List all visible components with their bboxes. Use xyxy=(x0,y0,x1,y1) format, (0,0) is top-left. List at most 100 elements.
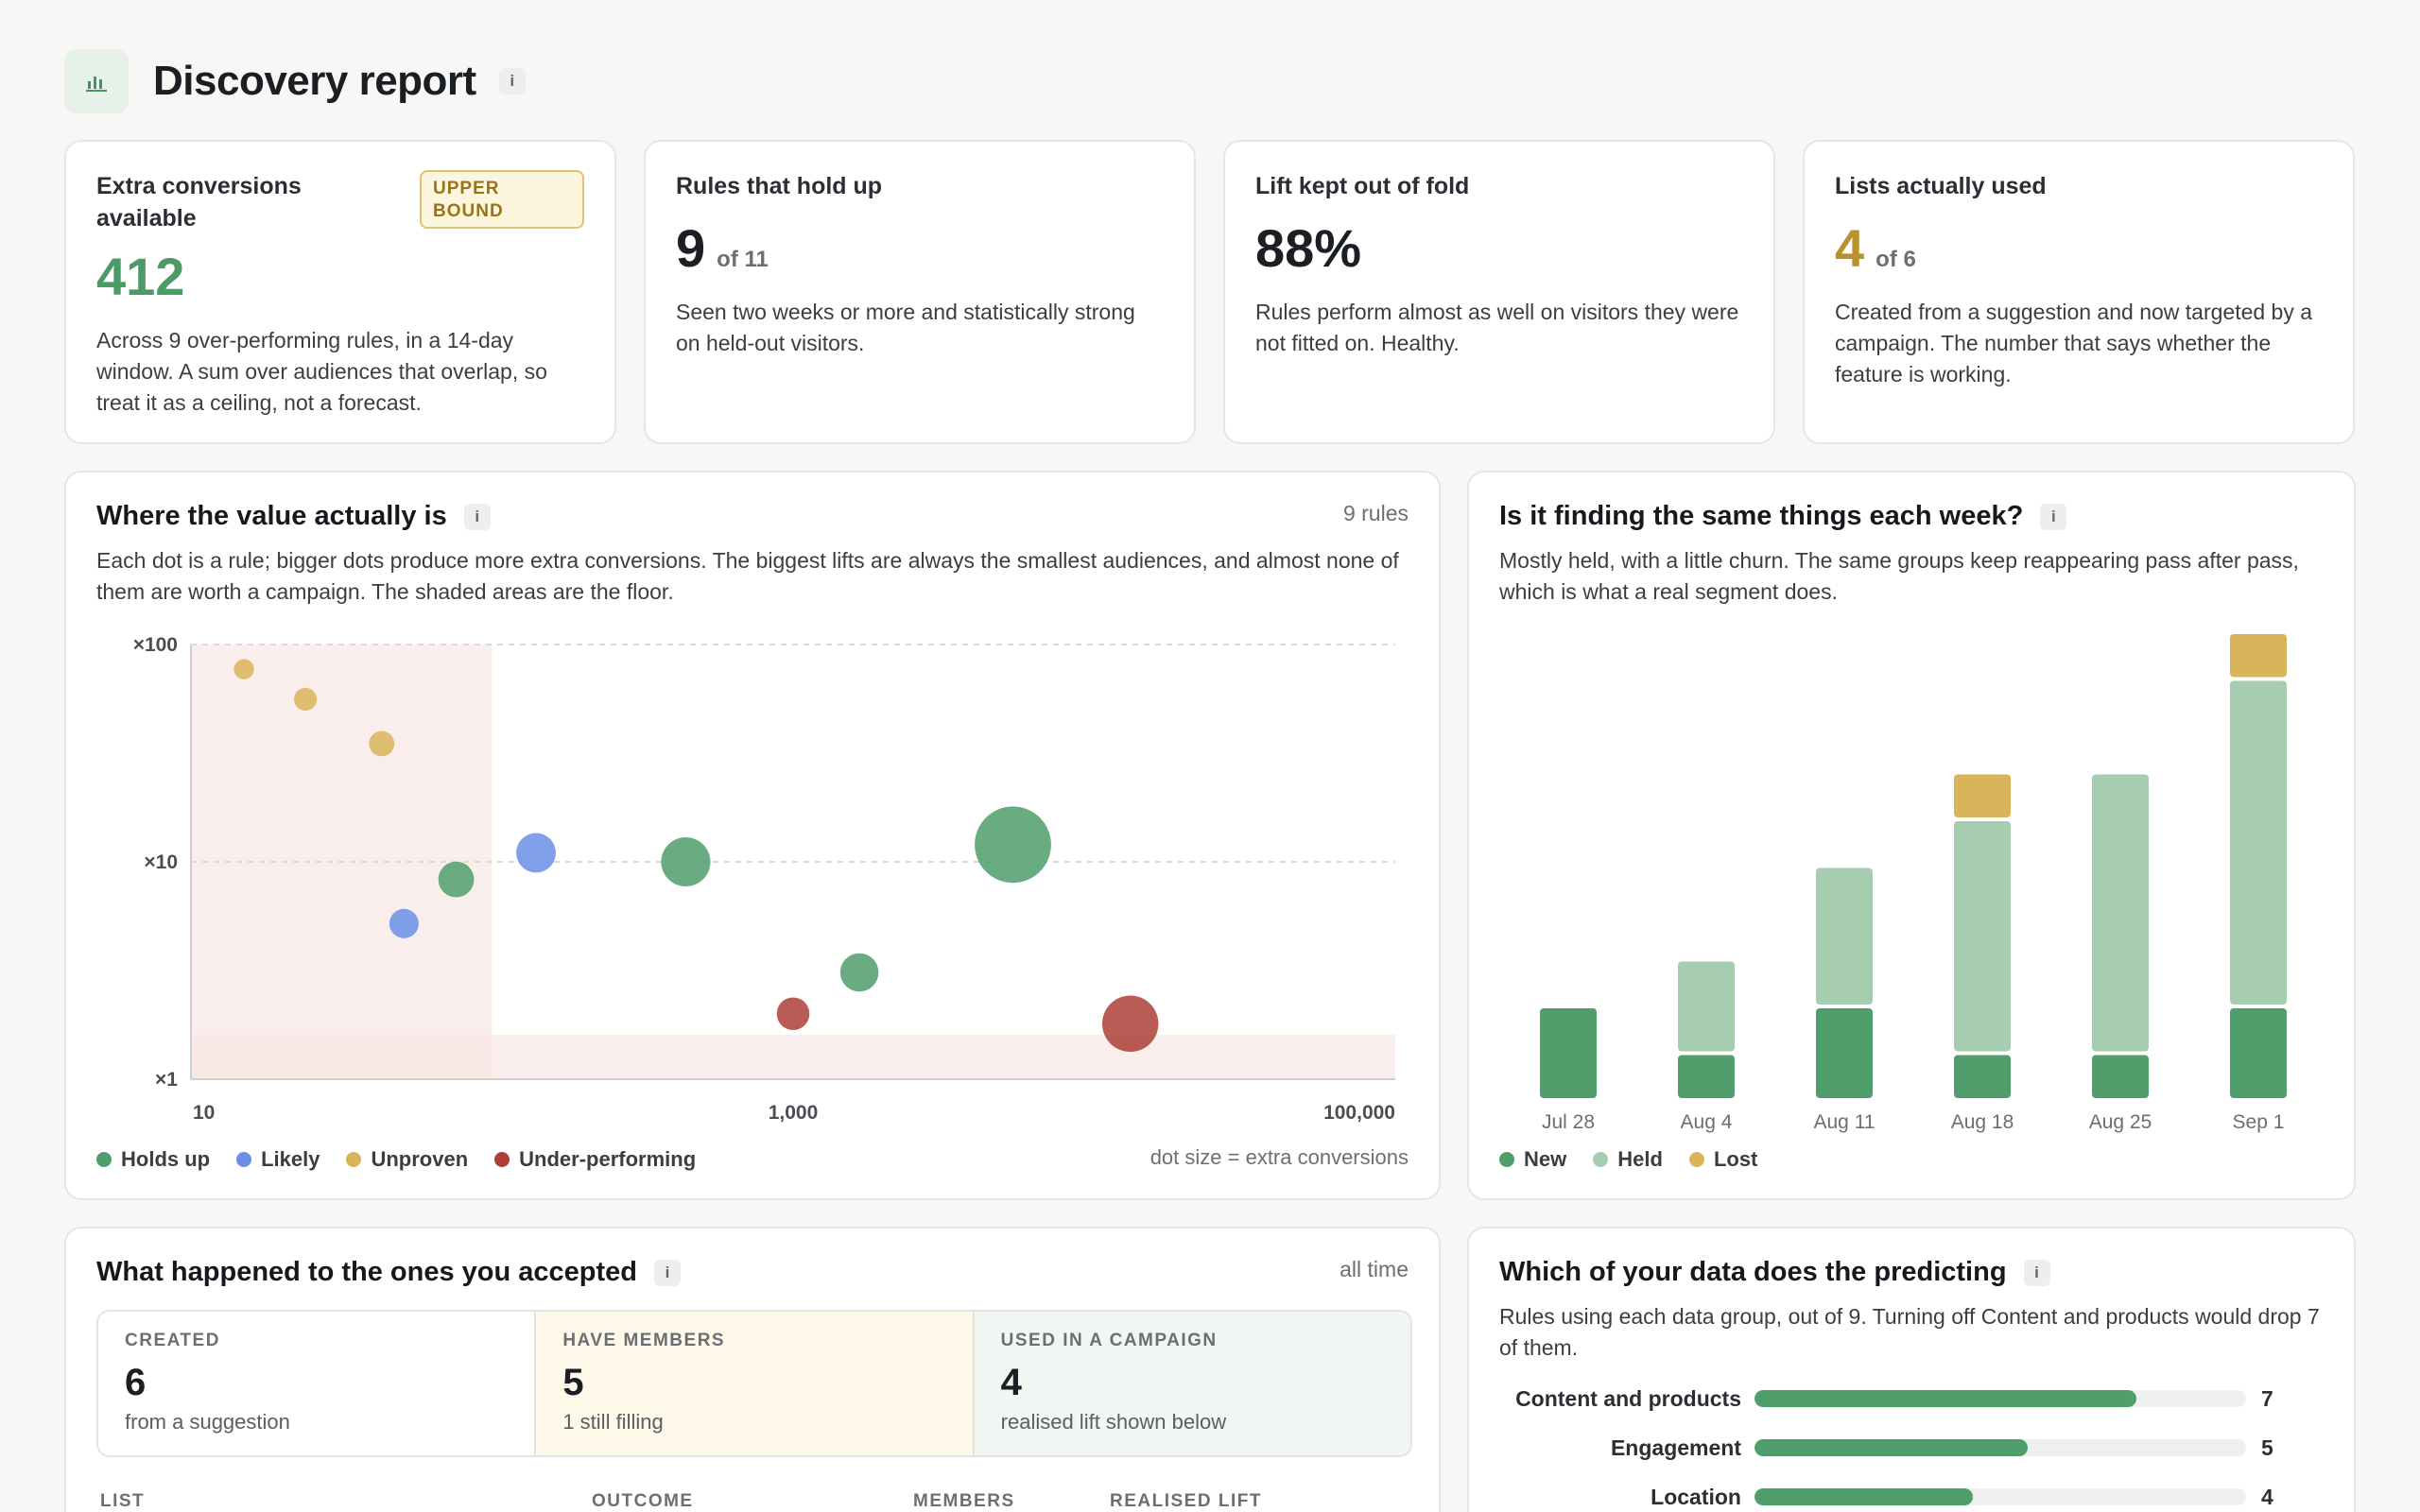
kpi-label: Lists actually used xyxy=(1835,173,2047,199)
page-header: Discovery report i xyxy=(64,49,526,113)
legend-item-holds-up: Holds up xyxy=(96,1147,210,1172)
kpi-card-rules-hold-up: Rules that hold up 9 of 11 Seen two week… xyxy=(644,140,1196,444)
scatter-point-likely[interactable] xyxy=(516,833,556,873)
size-note: dot size = extra conversions xyxy=(1150,1145,1409,1169)
info-icon[interactable]: i xyxy=(654,1259,682,1286)
legend-dot xyxy=(236,1152,252,1167)
time-range: all time xyxy=(1340,1257,1409,1281)
bar-segment-new[interactable] xyxy=(1816,1008,1873,1098)
funnel-created: CREATED 6 from a suggestion xyxy=(98,1312,537,1455)
column-realised-lift[interactable]: REALISED LIFT xyxy=(1110,1491,1262,1511)
scatter-description: Each dot is a rule; bigger dots produce … xyxy=(96,548,1399,604)
kpi-sub: of 11 xyxy=(717,247,769,272)
info-icon[interactable]: i xyxy=(2023,1259,2050,1286)
info-icon[interactable]: i xyxy=(2040,503,2067,530)
weekly-description: Mostly held, with a little churn. The sa… xyxy=(1499,548,2299,604)
kpi-label: Rules that hold up xyxy=(676,173,883,199)
column-list[interactable]: LIST xyxy=(100,1491,146,1511)
funnel-sub: from a suggestion xyxy=(125,1410,290,1434)
scatter-point-likely[interactable] xyxy=(389,908,419,938)
funnel-label: CREATED xyxy=(125,1331,220,1350)
kpi-card-extra-conversions: Extra conversions available UPPER BOUND … xyxy=(64,140,616,444)
upper-bound-badge: UPPER BOUND xyxy=(420,170,584,229)
legend-dot xyxy=(1688,1152,1704,1167)
legend-label: Lost xyxy=(1713,1147,1758,1171)
kpi-card-lift-kept: Lift kept out of fold 88% Rules perform … xyxy=(1223,140,1775,444)
legend-label: Unproven xyxy=(371,1147,469,1171)
bar-segment-held[interactable] xyxy=(1678,961,1735,1052)
bar-segment-held[interactable] xyxy=(1954,821,2011,1052)
x-tick-label: 100,000 xyxy=(1323,1102,1395,1124)
funnel-value: 4 xyxy=(1000,1362,1022,1403)
legend-dot xyxy=(1593,1152,1609,1167)
scatter-point-unproven[interactable] xyxy=(293,687,318,712)
kpi-label: Lift kept out of fold xyxy=(1255,173,1470,199)
scatter-point-under-performing[interactable] xyxy=(1101,995,1159,1053)
legend-label: Holds up xyxy=(121,1147,211,1171)
predictor-row-engagement: Engagement 5 xyxy=(1499,1431,2312,1465)
predictor-fill xyxy=(1754,1439,2028,1456)
legend-dot xyxy=(346,1152,362,1167)
bar-segment-held[interactable] xyxy=(1816,868,1873,1005)
predictor-value: 5 xyxy=(2261,1435,2273,1460)
bar-segment-new[interactable] xyxy=(2230,1008,2287,1098)
scatter-point-holds-up[interactable] xyxy=(839,953,879,992)
legend-item-held: Held xyxy=(1593,1147,1663,1172)
scatter-point-holds-up[interactable] xyxy=(438,861,475,898)
bar-segment-new[interactable] xyxy=(2092,1055,2149,1099)
bar-segment-lost[interactable] xyxy=(2230,634,2287,678)
scatter-title: Where the value actually is xyxy=(96,501,447,531)
x-tick-label: 1,000 xyxy=(769,1102,819,1124)
kpi-label: Extra conversions available xyxy=(96,173,302,232)
column-members[interactable]: MEMBERS xyxy=(913,1491,1015,1511)
kpi-value: 88% xyxy=(1255,218,1362,278)
predictor-label: Content and products xyxy=(1515,1385,1741,1411)
info-icon[interactable]: i xyxy=(463,503,491,530)
info-icon[interactable]: i xyxy=(498,68,526,94)
kpi-description: Created from a suggestion and now target… xyxy=(1835,300,2313,387)
legend-label: Under-performing xyxy=(519,1147,697,1171)
predictor-track xyxy=(1754,1439,2246,1456)
x-tick-label: 10 xyxy=(193,1102,215,1124)
kpi-description: Across 9 over-performing rules, in a 14-… xyxy=(96,328,547,415)
funnel-sub: 1 still filling xyxy=(562,1410,664,1434)
bar-segment-held[interactable] xyxy=(2092,774,2149,1052)
x-tick-label: Aug 4 xyxy=(1681,1111,1733,1133)
accepted-card: What happened to the ones you accepted i… xyxy=(64,1227,1441,1512)
x-tick-label: Jul 28 xyxy=(1542,1111,1595,1133)
scatter-point-holds-up[interactable] xyxy=(975,806,1051,884)
predicting-title: Which of your data does the predicting xyxy=(1499,1257,2007,1287)
column-outcome[interactable]: OUTCOME xyxy=(592,1491,694,1511)
kpi-card-lists-used: Lists actually used 4 of 6 Created from … xyxy=(1803,140,2355,444)
bar-segment-held[interactable] xyxy=(2230,680,2287,1005)
predictor-row-content: Content and products 7 xyxy=(1499,1382,2312,1416)
page-title: Discovery report xyxy=(153,58,476,104)
predictor-value: 4 xyxy=(2261,1484,2273,1509)
x-tick-label: Aug 18 xyxy=(1951,1111,2014,1133)
predicting-card: Which of your data does the predicting i… xyxy=(1467,1227,2356,1512)
bar-segment-lost[interactable] xyxy=(1954,774,2011,818)
scatter-point-unproven[interactable] xyxy=(369,730,395,757)
scatter-point-under-performing[interactable] xyxy=(776,997,810,1031)
predictor-fill xyxy=(1754,1488,1974,1505)
bar-segment-new[interactable] xyxy=(1954,1055,2011,1099)
bar-segment-new[interactable] xyxy=(1678,1055,1735,1099)
x-tick-label: Sep 1 xyxy=(2233,1111,2285,1133)
legend-item-unproven: Unproven xyxy=(346,1147,468,1172)
funnel-have-members: HAVE MEMBERS 5 1 still filling xyxy=(536,1312,975,1455)
legend-item-likely: Likely xyxy=(236,1147,320,1172)
funnel-used-in-campaign: USED IN A CAMPAIGN 4 realised lift shown… xyxy=(974,1312,1410,1455)
predictor-label: Location xyxy=(1651,1484,1741,1509)
legend-item-under-performing: Under-performing xyxy=(494,1147,696,1172)
weekly-legend: New Held Lost xyxy=(1499,1147,1784,1172)
kpi-sub: of 6 xyxy=(1876,247,1916,272)
x-tick-label: Aug 25 xyxy=(2089,1111,2152,1133)
scatter-point-unproven[interactable] xyxy=(233,659,254,679)
scatter-point-holds-up[interactable] xyxy=(661,836,711,887)
predicting-description: Rules using each data group, out of 9. T… xyxy=(1499,1304,2320,1360)
acceptance-funnel: CREATED 6 from a suggestion HAVE MEMBERS… xyxy=(96,1310,1412,1457)
bar-segment-new[interactable] xyxy=(1540,1008,1597,1098)
legend-item-lost: Lost xyxy=(1688,1147,1758,1172)
rule-count: 9 rules xyxy=(1342,501,1409,525)
funnel-value: 5 xyxy=(562,1362,584,1403)
